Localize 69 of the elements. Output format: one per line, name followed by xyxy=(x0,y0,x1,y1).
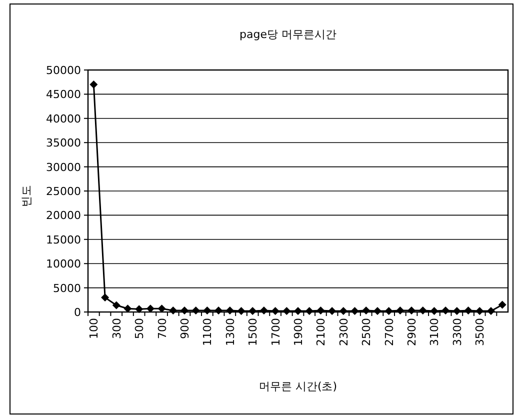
x-tick-label: 1900 xyxy=(292,318,305,346)
point xyxy=(226,306,234,315)
point xyxy=(169,306,178,315)
point xyxy=(101,293,110,302)
point xyxy=(408,306,416,315)
point xyxy=(260,306,268,315)
x-tick-label: 300 xyxy=(110,318,124,339)
point xyxy=(384,307,393,316)
x-tick-label: 2100 xyxy=(314,318,328,346)
y-axis-title: 빈도 xyxy=(20,185,33,207)
point xyxy=(192,306,200,315)
point xyxy=(282,307,291,316)
point xyxy=(158,304,166,313)
point xyxy=(305,307,314,316)
point xyxy=(316,306,325,315)
y-tick-label: 35000 xyxy=(46,136,81,150)
point xyxy=(271,307,280,316)
x-tick-label: 1100 xyxy=(201,318,214,346)
x-tick-label: 1500 xyxy=(246,318,260,346)
x-tick-label: 100 xyxy=(88,318,101,339)
point xyxy=(294,307,302,316)
y-tick-label: 10000 xyxy=(46,258,81,271)
point xyxy=(476,307,484,316)
point xyxy=(203,306,212,315)
x-tick-label: 3500 xyxy=(474,318,487,346)
y-tick-label: 40000 xyxy=(46,112,81,126)
x-tick-label: 1700 xyxy=(269,318,282,346)
point xyxy=(442,306,450,315)
y-tick-label: 5000 xyxy=(53,282,81,295)
x-tick-label: 3100 xyxy=(428,318,442,346)
point xyxy=(362,306,370,315)
y-tick-label: 25000 xyxy=(46,185,81,198)
y-tick-label: 30000 xyxy=(46,160,81,174)
point xyxy=(418,306,427,315)
x-tick-label: 1300 xyxy=(224,318,237,346)
point xyxy=(486,307,495,316)
x-tick-label: 2700 xyxy=(382,318,396,346)
x-tick-label: 700 xyxy=(156,318,169,339)
point xyxy=(90,80,98,89)
x-tick-label: 900 xyxy=(178,318,192,339)
x-axis-title: 머무른 시간(초) xyxy=(258,380,338,393)
x-tick-label: 2900 xyxy=(406,318,419,346)
point xyxy=(328,307,336,316)
x-tick-label: 500 xyxy=(133,318,146,339)
point xyxy=(430,307,438,316)
point xyxy=(350,307,359,316)
point xyxy=(180,306,188,315)
point xyxy=(214,306,223,315)
point xyxy=(146,304,154,313)
point xyxy=(135,305,144,314)
x-tick-label: 2500 xyxy=(360,318,374,346)
point xyxy=(452,307,461,316)
point xyxy=(373,307,382,316)
point xyxy=(498,300,506,309)
x-tick-label: 3300 xyxy=(450,318,464,346)
point xyxy=(339,307,348,316)
y-tick-label: 15000 xyxy=(46,233,81,246)
point xyxy=(396,306,404,315)
y-tick-label: 50000 xyxy=(46,64,81,77)
y-tick-label: 45000 xyxy=(46,88,81,102)
point xyxy=(464,306,472,315)
x-tick-label: 2300 xyxy=(337,318,350,346)
y-tick-label: 0 xyxy=(74,306,81,319)
point xyxy=(248,307,257,316)
point xyxy=(124,304,132,313)
point xyxy=(237,307,246,316)
y-tick-label: 20000 xyxy=(46,209,81,222)
chart-title: page당 머무른시간 xyxy=(240,28,336,41)
point xyxy=(112,301,120,310)
